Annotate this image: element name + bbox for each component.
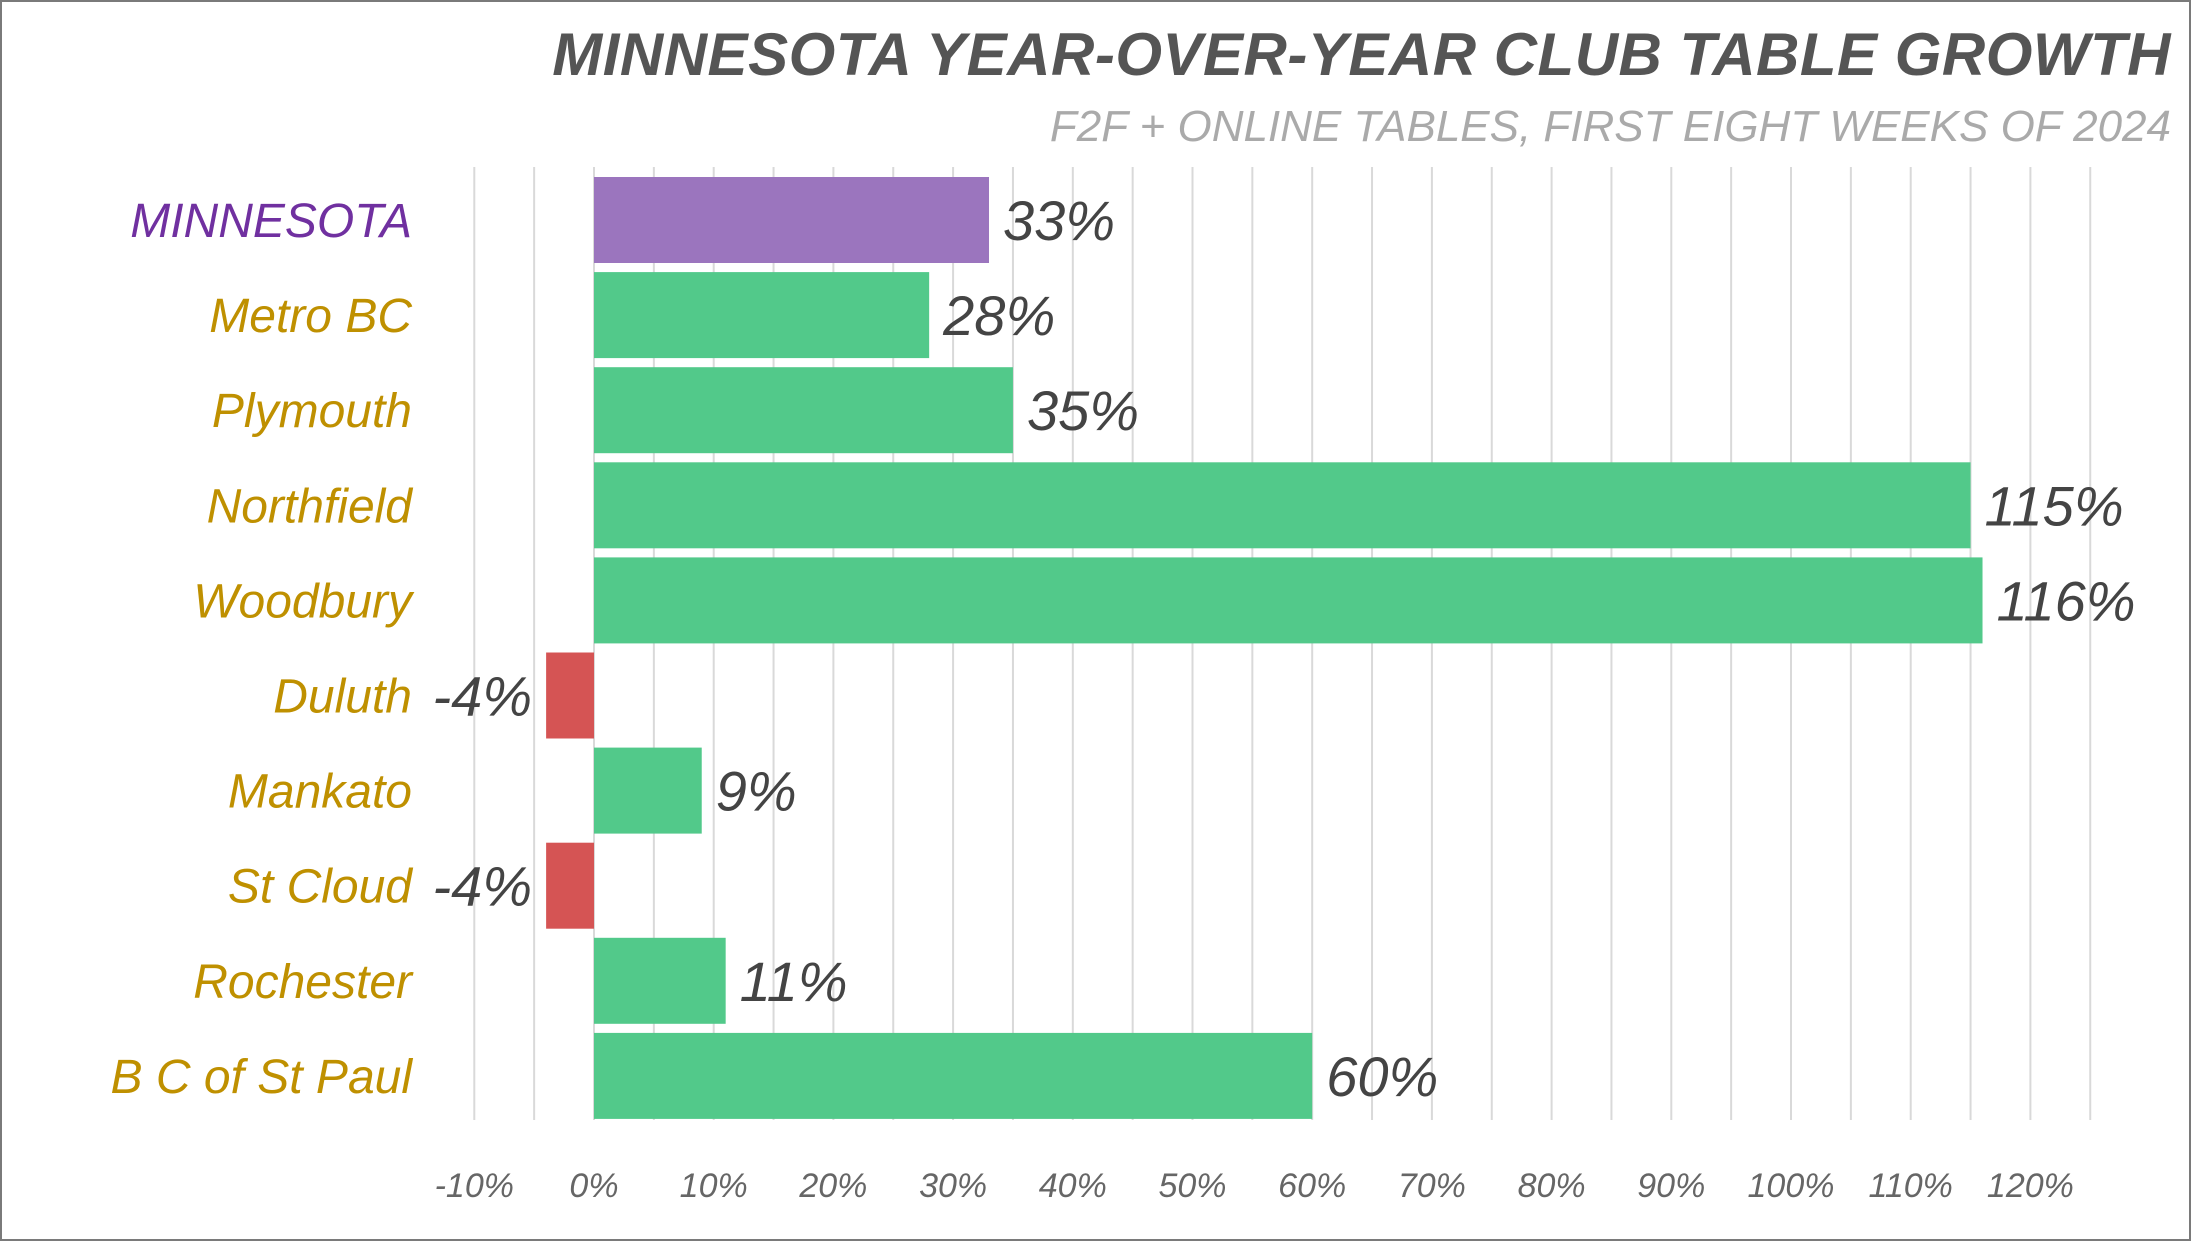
data-label: 115% bbox=[1985, 474, 2124, 537]
x-tick-label: 40% bbox=[1039, 1167, 1107, 1205]
bar-minnesota bbox=[594, 177, 990, 263]
category-label: Plymouth bbox=[212, 385, 412, 438]
x-tick-label: 30% bbox=[919, 1167, 987, 1205]
category-label: Duluth bbox=[273, 671, 412, 724]
x-tick-label: 80% bbox=[1518, 1167, 1586, 1205]
x-tick-label: 90% bbox=[1637, 1167, 1705, 1205]
category-label: Rochester bbox=[193, 956, 414, 1009]
x-tick-label: 0% bbox=[569, 1167, 618, 1205]
bar-northfield bbox=[594, 462, 1971, 549]
category-label: Mankato bbox=[228, 766, 412, 819]
x-tick-label: -10% bbox=[435, 1167, 514, 1205]
data-label: -4% bbox=[433, 855, 533, 918]
x-tick-label: 100% bbox=[1748, 1167, 1835, 1205]
x-tick-label: 70% bbox=[1398, 1167, 1466, 1205]
data-label: 9% bbox=[716, 760, 797, 823]
category-label: Metro BC bbox=[209, 290, 412, 343]
x-tick-label: 20% bbox=[798, 1167, 867, 1205]
data-label: 60% bbox=[1326, 1045, 1438, 1108]
bar-b-c-of-st-paul bbox=[594, 1032, 1313, 1119]
x-tick-label: 60% bbox=[1278, 1167, 1346, 1205]
data-label: 33% bbox=[1003, 189, 1115, 252]
bar-plymouth bbox=[594, 367, 1013, 454]
bar-woodbury bbox=[594, 557, 1983, 644]
category-label: B C of St Paul bbox=[111, 1051, 414, 1104]
category-label: St Cloud bbox=[228, 861, 413, 914]
category-label: MINNESOTA bbox=[130, 195, 412, 248]
x-tick-label: 110% bbox=[1868, 1167, 1952, 1205]
bars bbox=[546, 177, 1983, 1119]
data-label: 28% bbox=[942, 284, 1055, 347]
labels: MINNESOTA 33% Metro BC 28% Plymouth 35% Northf… bbox=[111, 189, 2136, 1108]
bar-metro-bc bbox=[594, 272, 930, 359]
bar-st-cloud bbox=[546, 842, 594, 929]
chart-subtitle: F2F + ONLINE TABLES, FIRST EIGHT WEEKS O… bbox=[1049, 102, 2171, 151]
data-label: 116% bbox=[1997, 569, 2136, 632]
data-label: 11% bbox=[740, 950, 848, 1013]
chart-title: MINNESOTA YEAR-OVER-YEAR CLUB TABLE GROW… bbox=[552, 21, 2171, 88]
bar-mankato bbox=[594, 747, 702, 834]
data-label: -4% bbox=[433, 665, 533, 728]
category-label: Woodbury bbox=[193, 575, 415, 628]
bar-duluth bbox=[546, 652, 594, 739]
category-label: Northfield bbox=[207, 480, 414, 533]
x-tick-label: 10% bbox=[680, 1167, 748, 1205]
bar-rochester bbox=[594, 937, 726, 1024]
data-label: 35% bbox=[1027, 379, 1139, 442]
x-axis-ticks: -10% 0% 10% 20% 30% 40% 50% 60% 70% 80% 90% 100% 110… bbox=[435, 1167, 2074, 1205]
x-tick-label: 50% bbox=[1158, 1167, 1226, 1205]
x-tick-label: 120% bbox=[1987, 1167, 2074, 1205]
